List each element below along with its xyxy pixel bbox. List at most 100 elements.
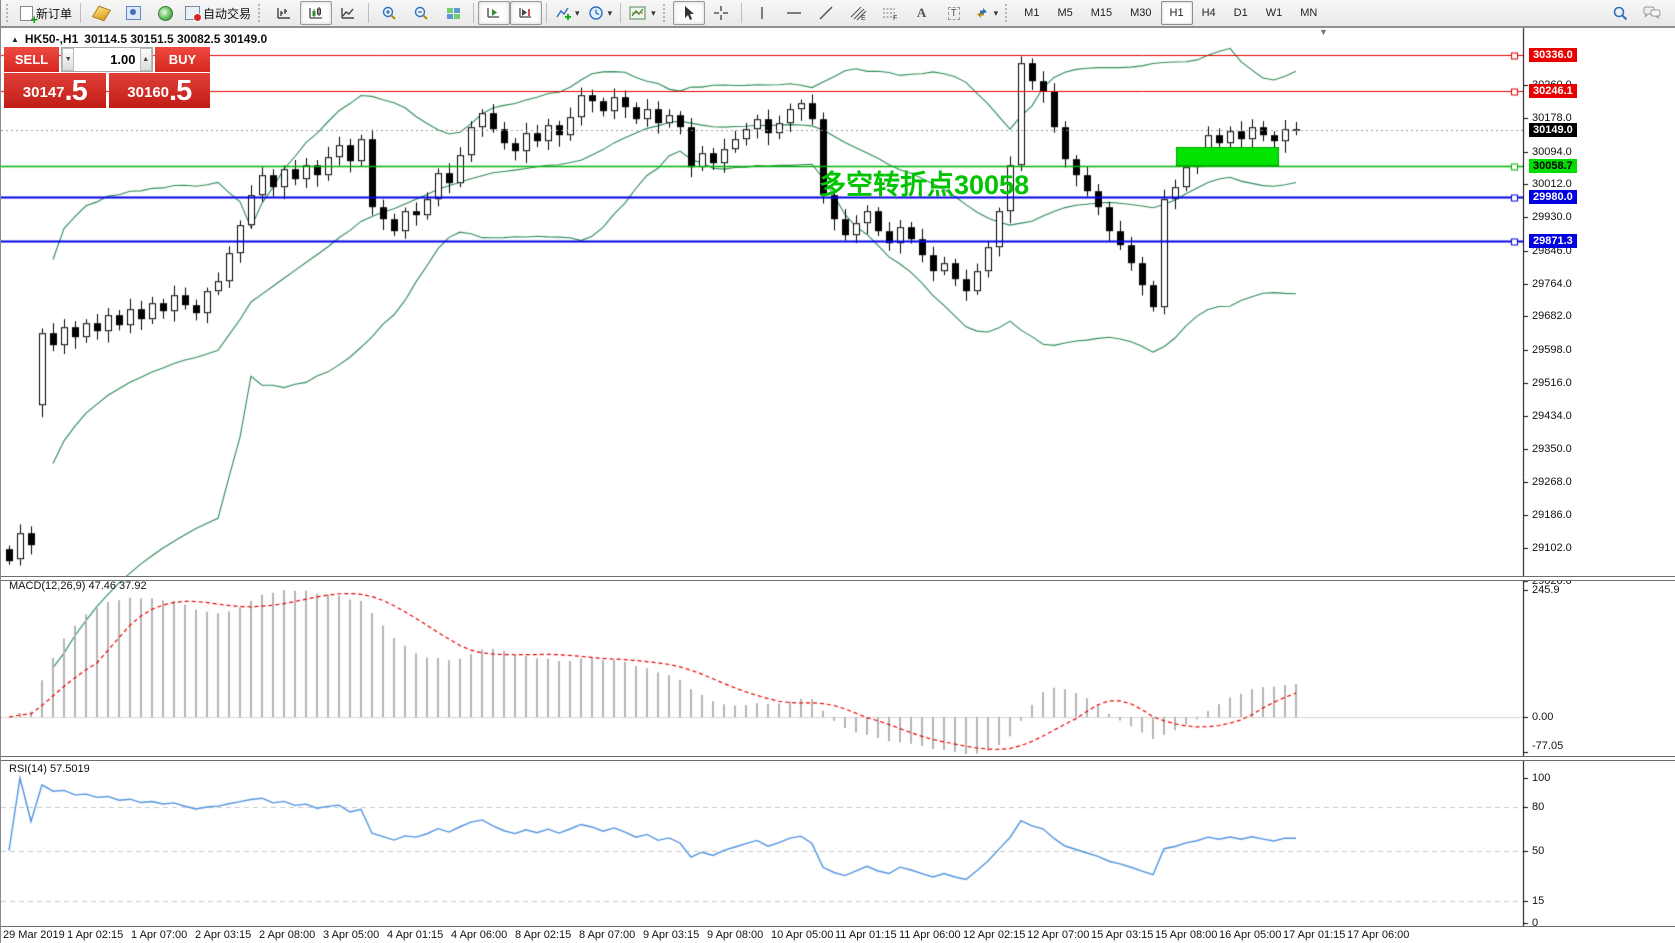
toolbar-grip[interactable] bbox=[258, 4, 265, 22]
market-watch-button[interactable] bbox=[85, 1, 117, 25]
svg-text:F: F bbox=[893, 15, 897, 21]
navigator-icon bbox=[125, 6, 141, 20]
toolbar-grip[interactable] bbox=[6, 4, 13, 22]
toolbar-separator bbox=[368, 3, 370, 23]
arrows-icon bbox=[976, 8, 987, 18]
chat-button[interactable] bbox=[1636, 1, 1668, 25]
indicators-icon bbox=[556, 7, 572, 20]
time-axis-label: 17 Apr 06:00 bbox=[1347, 929, 1410, 941]
ohlc-values: 30114.5 30151.5 30082.5 30149.0 bbox=[84, 32, 268, 46]
chevron-down-icon: ▾ bbox=[607, 7, 613, 18]
collapse-arrow-icon[interactable]: ▲ bbox=[11, 34, 19, 44]
search-button[interactable] bbox=[1604, 1, 1636, 25]
auto-trading-label: 自动交易 bbox=[203, 6, 252, 21]
toolbar-separator bbox=[473, 3, 475, 23]
toolbar-grip[interactable] bbox=[662, 4, 670, 22]
bar-chart-mode-button[interactable] bbox=[268, 1, 300, 25]
volume-input[interactable] bbox=[74, 48, 140, 71]
text-label-icon: T bbox=[947, 6, 960, 20]
horizontal-line-tool-button[interactable] bbox=[778, 1, 810, 25]
candlestick-mode-button[interactable] bbox=[300, 1, 333, 25]
equidistant-channel-icon: E bbox=[850, 6, 867, 21]
zoom-in-button[interactable] bbox=[373, 1, 405, 25]
cursor-tool-button[interactable] bbox=[672, 1, 705, 25]
sell-price-box[interactable]: 30147 .5 bbox=[4, 73, 106, 108]
price-tick-label: 29102.0 bbox=[1532, 542, 1572, 555]
price-tick-label: 29516.0 bbox=[1532, 376, 1572, 389]
price-tick-label: 29682.0 bbox=[1532, 310, 1572, 323]
volume-decrease-button[interactable]: ▼ bbox=[62, 48, 75, 71]
time-axis-label: 15 Apr 03:15 bbox=[1091, 929, 1154, 941]
timeframe-button-MN[interactable]: MN bbox=[1300, 7, 1318, 19]
macd-label: MACD(12,26,9) 47.46 37.92 bbox=[9, 580, 147, 592]
sell-button[interactable]: SELL bbox=[4, 47, 59, 72]
text-tool-button[interactable]: A bbox=[906, 1, 938, 25]
price-tick-label: 30094.0 bbox=[1532, 145, 1572, 158]
price-tick-label: 29930.0 bbox=[1532, 211, 1572, 224]
pane-divider[interactable] bbox=[1, 756, 1675, 761]
crosshair-tool-button[interactable] bbox=[705, 1, 737, 25]
new-order-icon bbox=[20, 5, 38, 27]
chevron-down-icon: ▾ bbox=[575, 7, 580, 18]
time-axis-label: 9 Apr 03:15 bbox=[643, 929, 700, 941]
arrows-dropdown[interactable]: ▾ bbox=[970, 1, 1003, 25]
chart-shift-marker-icon[interactable]: ▼ bbox=[1319, 27, 1328, 37]
auto-trading-button[interactable]: 自动交易 bbox=[181, 1, 255, 25]
tile-windows-icon bbox=[446, 7, 460, 19]
macd-tick-label: 245.9 bbox=[1532, 584, 1560, 596]
pane-divider bbox=[1, 926, 1675, 928]
timeframe-button-M5[interactable]: M5 bbox=[1057, 7, 1073, 19]
buy-price-box[interactable]: 30160 .5 bbox=[108, 73, 210, 108]
pane-divider[interactable] bbox=[1, 576, 1675, 581]
indicators-dropdown[interactable]: ▾ bbox=[551, 1, 584, 25]
toolbar-separator bbox=[546, 3, 548, 23]
bar-chart-icon bbox=[277, 8, 291, 19]
timeframe-button-H1[interactable]: H1 bbox=[1160, 1, 1193, 25]
tile-windows-button[interactable] bbox=[437, 1, 469, 25]
price-badge: 30058.7 bbox=[1529, 158, 1577, 173]
time-axis-label: 2 Apr 08:00 bbox=[259, 929, 316, 941]
market-watch-icon bbox=[91, 5, 111, 21]
price-badge: 30336.0 bbox=[1529, 47, 1577, 62]
auto-scroll-icon bbox=[487, 8, 500, 18]
buy-button[interactable]: BUY bbox=[155, 47, 210, 72]
price-badge: 30246.1 bbox=[1529, 83, 1577, 98]
timeframe-toolbar: M1 M5 M15 M30 H1 H4 D1 W1 MN bbox=[1015, 1, 1326, 25]
zoom-out-button[interactable] bbox=[405, 1, 437, 25]
new-order-button[interactable]: 新订单 bbox=[16, 1, 76, 27]
navigator-button[interactable] bbox=[117, 1, 149, 25]
line-chart-mode-button[interactable] bbox=[332, 1, 364, 25]
timeframe-button-M1[interactable]: M1 bbox=[1024, 7, 1040, 19]
chart-text-annotation[interactable]: 多空转折点30058 bbox=[819, 170, 1030, 200]
price-tick-label: 29350.0 bbox=[1532, 443, 1572, 456]
equidistant-channel-tool-button[interactable]: E bbox=[842, 1, 874, 25]
fibonacci-tool-button[interactable]: F bbox=[874, 1, 906, 25]
timeframe-button-W1[interactable]: W1 bbox=[1265, 7, 1283, 19]
price-tick-label: 29434.0 bbox=[1532, 409, 1572, 422]
time-axis-label: 11 Apr 06:00 bbox=[899, 929, 961, 941]
time-axis-label: 3 Apr 05:00 bbox=[323, 929, 380, 941]
time-axis-label: 2 Apr 03:15 bbox=[195, 929, 252, 941]
periods-dropdown[interactable]: ▾ bbox=[584, 1, 617, 25]
time-axis-label: 4 Apr 01:15 bbox=[387, 929, 444, 941]
trendline-tool-button[interactable] bbox=[810, 1, 842, 25]
auto-scroll-button[interactable] bbox=[478, 1, 511, 25]
timeframe-button-M30[interactable]: M30 bbox=[1130, 7, 1152, 19]
timeframe-button-H4[interactable]: H4 bbox=[1201, 7, 1216, 19]
toolbar-separator bbox=[80, 3, 82, 23]
timeframe-button-D1[interactable]: D1 bbox=[1233, 7, 1248, 19]
toolbar-grip[interactable] bbox=[1005, 4, 1012, 22]
rsi-tick-label: 0 bbox=[1532, 917, 1539, 929]
macd-tick-label: -77.05 bbox=[1532, 740, 1564, 752]
time-axis-label: 12 Apr 02:15 bbox=[963, 929, 1026, 941]
rsi-tick-label: 100 bbox=[1532, 772, 1551, 784]
timeframe-button-M15[interactable]: M15 bbox=[1090, 7, 1113, 19]
templates-dropdown[interactable]: ▾ bbox=[625, 1, 660, 25]
volume-increase-button[interactable]: ▲ bbox=[139, 48, 152, 71]
text-label-tool-button[interactable]: T bbox=[938, 1, 970, 25]
vertical-line-tool-button[interactable] bbox=[746, 1, 778, 25]
fibonacci-icon: F bbox=[882, 8, 897, 21]
terminal-button[interactable] bbox=[149, 1, 181, 25]
chart-shift-button[interactable] bbox=[510, 1, 543, 25]
